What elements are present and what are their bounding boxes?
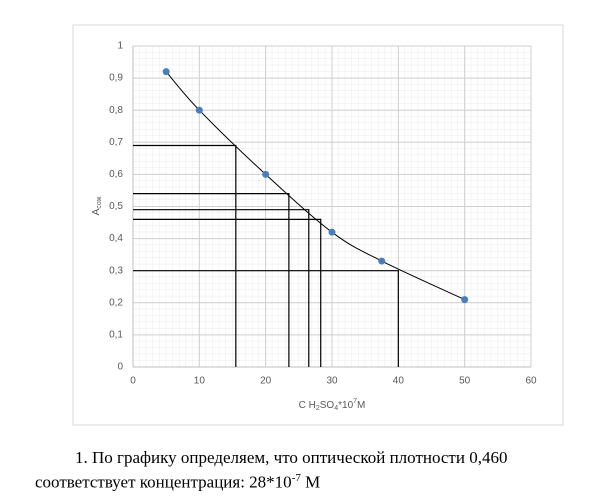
text-line: 1. По графику определяем, что оптической… [75,448,508,467]
label-part: 2 [316,405,320,412]
y-axis-label: Aсож [91,196,104,215]
x-tick-label: 0 [130,376,136,387]
x-tick-label: 50 [459,376,471,387]
label-part: SO [320,400,335,411]
y-tick-label: 1 [117,41,123,52]
data-point [262,170,270,178]
reference-line [133,144,237,367]
label-part: 7 [353,398,357,405]
label-part: A [91,208,102,215]
x-tick-label: 20 [260,376,272,387]
label-part: сож [96,196,103,208]
y-tick-label: 0,4 [109,233,123,244]
x-tick-label: 40 [393,376,405,387]
text: соответствует концентрация: 28*10 [35,472,292,492]
data-point [328,228,336,236]
y-tick-label: 0,2 [109,297,123,308]
data-point [461,296,469,304]
y-tick-label: 0,6 [109,169,123,180]
exponent: -7 [291,472,301,484]
y-tick-label: 0,9 [109,73,123,84]
reference-line [133,270,399,367]
data-point [162,68,170,76]
y-tick-label: 0,8 [109,105,123,116]
reference-line [133,209,310,367]
label-part: *10 [338,400,353,411]
y-tick-label: 0,7 [109,137,123,148]
x-tick-label: 10 [194,376,206,387]
y-tick-label: 0,5 [109,201,123,212]
data-point [195,106,203,114]
chart: 00,10,20,30,40,50,60,70,80,910 10 20 30 40 50… [72,24,564,426]
x-axis-label: C H2SO4*107M [299,398,366,412]
data-point [378,257,386,265]
reference-line [133,193,290,367]
label-part: C H [299,400,316,411]
label-part: 4 [334,405,338,412]
x-tick-label: 60 [525,376,537,387]
label-part: M [357,400,365,411]
text: М [300,472,321,492]
text-line: соответствует концентрация: 28*10-7 М [35,472,320,493]
y-tick-label: 0,1 [109,330,123,341]
y-tick-label: 0 [117,362,123,373]
reference-line [133,218,322,367]
x-tick-label: 30 [326,376,338,387]
y-tick-label: 0,3 [109,265,123,276]
